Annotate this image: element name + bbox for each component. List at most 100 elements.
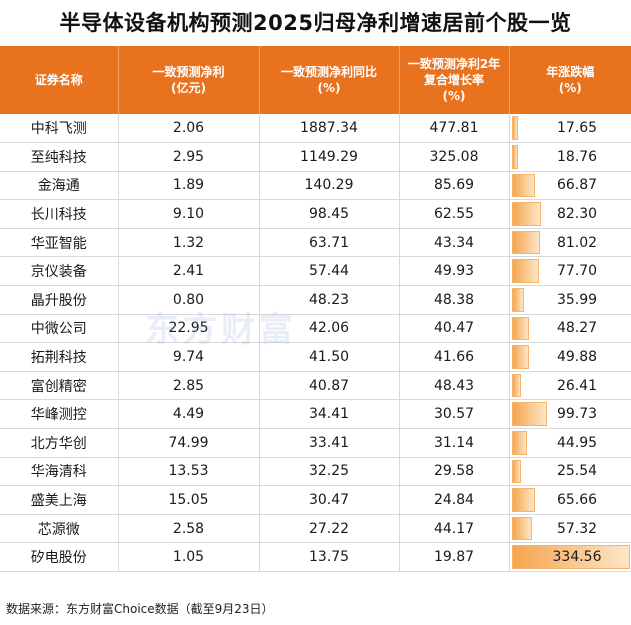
annual-change-bar	[511, 373, 521, 398]
cell-annual-change: 17.65	[508, 114, 631, 144]
table-row: 中微公司 22.95 42.06 40.47 48.27	[0, 314, 631, 344]
header-profit-cagr-line: (%)	[442, 89, 466, 103]
cell-consensus-profit: 1.05	[117, 542, 259, 572]
cell-profit-cagr: 48.43	[398, 371, 509, 401]
cell-security-name: 长川科技	[0, 199, 118, 229]
cell-consensus-profit: 22.95	[117, 314, 259, 344]
header-security-name-line: 证券名称	[34, 73, 83, 87]
cell-security-name: 华峰测控	[0, 399, 118, 430]
table-row: 盛美上海 15.05 30.47 24.84 65.66	[0, 485, 631, 515]
header-profit-cagr-line: 一致预测净利2年	[407, 57, 501, 71]
header-annual-change-line: 年涨跌幅	[546, 65, 595, 79]
header-consensus-profit-line: (亿元)	[171, 81, 206, 95]
annual-change-value: 49.88	[556, 349, 598, 366]
header-annual-change-line: (%)	[558, 81, 582, 95]
cell-profit-yoy: 98.45	[258, 199, 399, 229]
table-body: 中科飞测 2.06 1887.34 477.81 17.65 至纯科技 2.95 1149.2…	[0, 114, 631, 572]
header-annual-change: 年涨跌幅 (%)	[508, 46, 631, 114]
annual-change-value: 66.87	[556, 177, 598, 194]
header-consensus-profit: 一致预测净利 (亿元)	[117, 46, 259, 114]
cell-profit-yoy: 140.29	[258, 171, 399, 201]
cell-security-name: 拓荆科技	[0, 342, 118, 372]
annual-change-value: 334.56	[552, 549, 602, 566]
cell-profit-yoy: 33.41	[258, 428, 399, 458]
table-row: 矽电股份 1.05 13.75 19.87 334.56	[0, 542, 631, 572]
cell-consensus-profit: 2.95	[117, 142, 259, 172]
cell-profit-cagr: 19.87	[398, 542, 509, 572]
table-row: 华峰测控 4.49 34.41 30.57 99.73	[0, 399, 631, 430]
annual-change-bar	[511, 459, 521, 484]
cell-annual-change: 49.88	[508, 342, 631, 372]
header-profit-cagr: 一致预测净利2年 复合增长率 (%)	[398, 46, 509, 114]
cell-profit-cagr: 29.58	[398, 457, 509, 487]
cell-profit-yoy: 32.25	[258, 457, 399, 487]
cell-annual-change: 77.70	[508, 256, 631, 287]
cell-security-name: 至纯科技	[0, 142, 118, 172]
cell-security-name: 北方华创	[0, 428, 118, 458]
cell-annual-change: 44.95	[508, 428, 631, 458]
cell-consensus-profit: 13.53	[117, 457, 259, 487]
table-row: 芯源微 2.58 27.22 44.17 57.32	[0, 514, 631, 544]
annual-change-bar	[511, 145, 519, 169]
cell-annual-change: 35.99	[508, 285, 631, 315]
cell-security-name: 京仪装备	[0, 256, 118, 287]
table-row: 长川科技 9.10 98.45 62.55 82.30	[0, 199, 631, 229]
cell-annual-change: 99.73	[508, 399, 631, 430]
annual-change-bar	[511, 173, 536, 198]
annual-change-bar	[511, 116, 518, 141]
annual-change-value: 48.27	[556, 320, 598, 337]
cell-security-name: 晶升股份	[0, 285, 118, 315]
page-title: 半导体设备机构预测2025归母净利增速居前个股一览	[59, 11, 572, 35]
cell-annual-change: 57.32	[508, 514, 631, 544]
cell-annual-change: 26.41	[508, 371, 631, 401]
annual-change-value: 81.02	[556, 234, 598, 251]
annual-change-value: 99.73	[556, 406, 598, 423]
annual-change-value: 65.66	[556, 492, 598, 509]
cell-security-name: 中微公司	[0, 314, 118, 344]
cell-annual-change: 81.02	[508, 228, 631, 258]
header-profit-yoy-line: 一致预测净利同比	[280, 65, 377, 79]
cell-profit-yoy: 42.06	[258, 314, 399, 344]
cell-security-name: 金海通	[0, 171, 118, 201]
cell-security-name: 矽电股份	[0, 542, 118, 572]
cell-profit-cagr: 40.47	[398, 314, 509, 344]
cell-profit-cagr: 43.34	[398, 228, 509, 258]
annual-change-bar	[511, 259, 539, 284]
annual-change-bar	[511, 230, 541, 255]
annual-change-value: 18.76	[556, 148, 598, 165]
cell-consensus-profit: 2.06	[117, 114, 259, 144]
cell-profit-yoy: 1887.34	[258, 114, 399, 144]
cell-annual-change: 18.76	[508, 142, 631, 172]
cell-security-name: 华亚智能	[0, 228, 118, 258]
table-row: 华亚智能 1.32 63.71 43.34 81.02	[0, 228, 631, 258]
cell-consensus-profit: 1.32	[117, 228, 259, 258]
cell-annual-change: 334.56	[508, 542, 631, 572]
annual-change-bar	[511, 345, 530, 369]
annual-change-bar	[511, 516, 532, 541]
cell-profit-yoy: 27.22	[258, 514, 399, 544]
cell-profit-cagr: 31.14	[398, 428, 509, 458]
annual-change-bar	[511, 316, 529, 341]
cell-profit-cagr: 30.57	[398, 399, 509, 430]
table-row: 京仪装备 2.41 57.44 49.93 77.70	[0, 256, 631, 287]
cell-consensus-profit: 2.85	[117, 371, 259, 401]
cell-security-name: 中科飞测	[0, 114, 118, 144]
header-consensus-profit-line: 一致预测净利	[152, 65, 225, 79]
cell-security-name: 华海清科	[0, 457, 118, 487]
annual-change-value: 57.32	[556, 520, 598, 537]
cell-profit-cagr: 24.84	[398, 485, 509, 515]
annual-change-value: 25.54	[556, 463, 598, 480]
table-row: 华海清科 13.53 32.25 29.58 25.54	[0, 457, 631, 487]
annual-change-bar	[511, 545, 630, 569]
header-security-name: 证券名称	[0, 46, 118, 114]
annual-change-value: 26.41	[556, 377, 598, 394]
header-profit-cagr-line: 复合增长率	[423, 73, 484, 87]
cell-profit-cagr: 48.38	[398, 285, 509, 315]
annual-change-value: 17.65	[556, 120, 598, 137]
header-profit-yoy: 一致预测净利同比 (%)	[258, 46, 399, 114]
cell-profit-cagr: 49.93	[398, 256, 509, 287]
cell-profit-cagr: 44.17	[398, 514, 509, 544]
cell-profit-yoy: 48.23	[258, 285, 399, 315]
cell-annual-change: 65.66	[508, 485, 631, 515]
annual-change-bar	[511, 488, 535, 512]
